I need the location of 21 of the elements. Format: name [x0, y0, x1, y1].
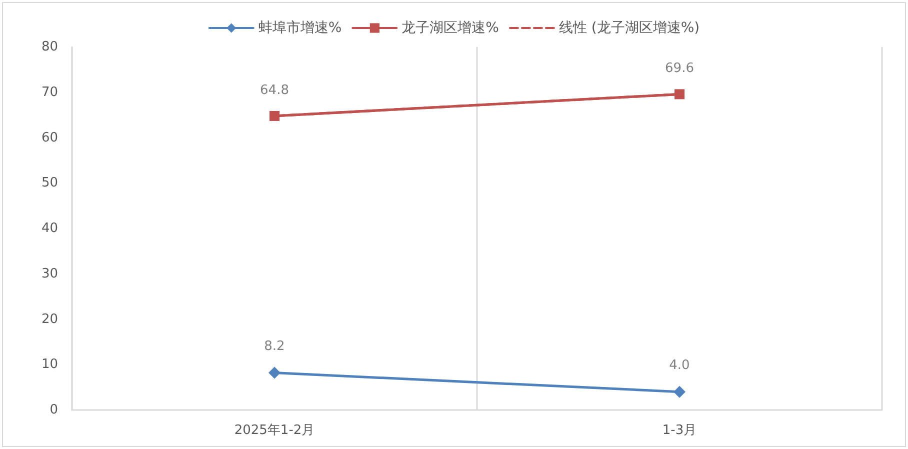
y-tick-label: 10 — [41, 357, 58, 372]
y-tick-label: 70 — [41, 84, 58, 100]
data-label: 69.6 — [665, 61, 694, 76]
y-tick-label: 30 — [41, 266, 58, 282]
data-label: 8.2 — [264, 338, 285, 354]
point — [674, 386, 686, 398]
legend-label: 龙子湖区增速% — [402, 20, 499, 36]
y-tick-label: 60 — [41, 130, 58, 146]
x-tick-label: 1-3月 — [662, 423, 697, 438]
y-tick-label: 20 — [41, 312, 58, 327]
point — [674, 89, 684, 100]
legend-label: 蚌埠市增速% — [258, 20, 342, 36]
x-tick-label: 2025年1-2月 — [234, 423, 315, 438]
data-label: 64.8 — [260, 82, 289, 98]
y-tick-label: 80 — [41, 40, 58, 54]
y-tick-label: 40 — [41, 221, 58, 236]
point — [268, 366, 280, 379]
data-label: 4.0 — [669, 358, 690, 373]
y-tick-label: 50 — [41, 176, 58, 191]
y-tick-label: 0 — [50, 402, 58, 418]
legend-label: 线性 (龙子湖区增速%) — [558, 20, 700, 36]
